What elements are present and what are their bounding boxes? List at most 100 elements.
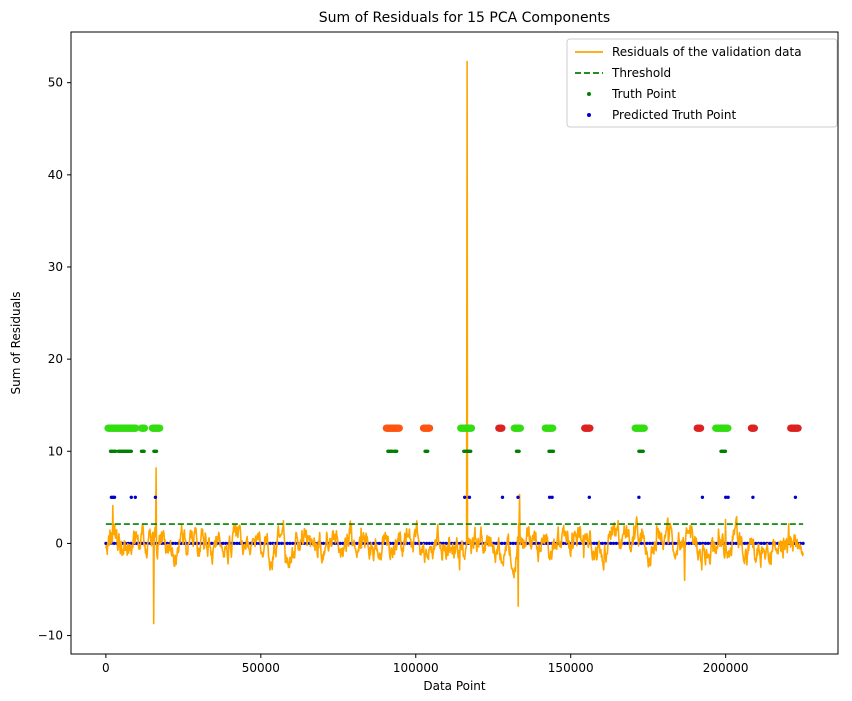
truth-point xyxy=(114,449,118,453)
predicted-point xyxy=(260,541,264,546)
predicted-point xyxy=(587,495,591,499)
predicted-point xyxy=(372,541,376,546)
predicted-point xyxy=(561,541,565,546)
legend-entry: Threshold xyxy=(575,66,671,80)
label-strip-dot xyxy=(549,424,557,432)
truth-point xyxy=(723,449,728,453)
predicted-point xyxy=(288,541,292,546)
predicted-point xyxy=(500,495,505,499)
legend-label: Threshold xyxy=(611,66,671,80)
predicted-point xyxy=(600,541,604,546)
predicted-point xyxy=(503,541,507,546)
label-strip-dot xyxy=(132,424,140,432)
predicted-point xyxy=(171,541,175,546)
label-strip-dot xyxy=(697,424,705,432)
chart-title: Sum of Residuals for 15 PCA Components xyxy=(319,10,610,26)
x-tick-label: 50000 xyxy=(242,661,280,675)
predicted-point xyxy=(700,495,705,499)
predicted-point xyxy=(500,541,504,546)
predicted-point xyxy=(734,541,738,546)
truth-point xyxy=(641,449,645,453)
y-tick-label: 40 xyxy=(48,168,63,182)
predicted-point xyxy=(706,541,710,546)
predicted-point xyxy=(673,541,677,546)
y-tick-label: 10 xyxy=(48,444,63,458)
predicted-point xyxy=(104,541,108,546)
predicted-point xyxy=(452,541,457,546)
plot-area xyxy=(104,60,805,625)
predicted-point xyxy=(724,495,728,499)
label-strip-dot xyxy=(794,424,802,432)
predicted-point xyxy=(645,541,649,546)
predicted-point xyxy=(511,541,515,546)
label-strip-dot xyxy=(498,424,506,432)
predicted-point xyxy=(759,541,763,546)
predicted-point xyxy=(637,495,641,499)
predicted-point xyxy=(338,541,342,546)
predicted-point xyxy=(427,541,431,546)
x-axis-label: Data Point xyxy=(423,679,486,693)
y-tick-label: 0 xyxy=(55,536,63,550)
predicted-point xyxy=(625,541,630,546)
predicted-point xyxy=(639,541,644,546)
legend-swatch xyxy=(587,92,591,96)
predicted-point xyxy=(112,541,116,546)
predicted-point xyxy=(133,495,137,499)
predicted-point xyxy=(623,541,627,546)
predicted-point xyxy=(221,541,225,546)
label-strip-dot xyxy=(640,424,648,432)
truth-points xyxy=(108,449,728,453)
x-tick-label: 100000 xyxy=(393,661,439,675)
legend-label: Residuals of the validation data xyxy=(612,45,802,59)
predicted-point xyxy=(603,541,607,546)
predicted-point xyxy=(614,541,618,546)
y-tick-label: 30 xyxy=(48,260,63,274)
predicted-points-high xyxy=(109,495,798,499)
predicted-point xyxy=(768,541,772,546)
truth-point xyxy=(517,449,521,453)
residual-line xyxy=(105,60,804,625)
predicted-point xyxy=(463,495,467,499)
truth-point xyxy=(551,449,556,453)
predicted-point xyxy=(268,541,272,546)
predicted-point xyxy=(280,541,284,546)
predicted-point xyxy=(129,541,133,546)
truth-point xyxy=(469,449,473,453)
predicted-point xyxy=(650,541,655,546)
predicted-point xyxy=(762,541,766,546)
predicted-point xyxy=(321,541,325,546)
legend-entry: Truth Point xyxy=(587,87,676,101)
y-tick-label: −10 xyxy=(38,629,63,643)
predicted-point xyxy=(425,541,429,546)
predicted-point xyxy=(578,541,582,546)
truth-point xyxy=(426,449,430,453)
predicted-point xyxy=(687,541,691,546)
y-tick-label: 20 xyxy=(48,352,63,366)
predicted-point xyxy=(751,495,755,499)
legend-entry: Predicted Truth Point xyxy=(587,108,736,122)
predicted-point xyxy=(285,541,289,546)
predicted-point xyxy=(550,495,554,499)
y-tick-label: 50 xyxy=(48,76,63,90)
predicted-point xyxy=(467,495,472,499)
predicted-point xyxy=(458,541,462,546)
label-strip-dot xyxy=(467,424,476,432)
x-axis: 0 50000 100000 150000 200000 xyxy=(102,654,749,675)
predicted-point xyxy=(224,541,228,546)
x-tick-label: 200000 xyxy=(703,661,749,675)
label-strip-dot xyxy=(516,424,525,432)
predicted-point xyxy=(656,541,660,546)
predicted-point xyxy=(634,541,638,546)
label-strip-dot xyxy=(426,424,434,432)
predicted-point xyxy=(129,495,133,499)
label-strip-dot xyxy=(156,424,164,432)
predicted-point xyxy=(698,541,702,546)
predicted-point xyxy=(516,495,520,499)
x-tick-label: 0 xyxy=(102,661,110,675)
legend-entry: Residuals of the validation data xyxy=(575,45,802,59)
predicted-point xyxy=(430,541,434,546)
predicted-point xyxy=(355,541,359,546)
predicted-point xyxy=(547,495,552,499)
predicted-point xyxy=(377,541,381,546)
